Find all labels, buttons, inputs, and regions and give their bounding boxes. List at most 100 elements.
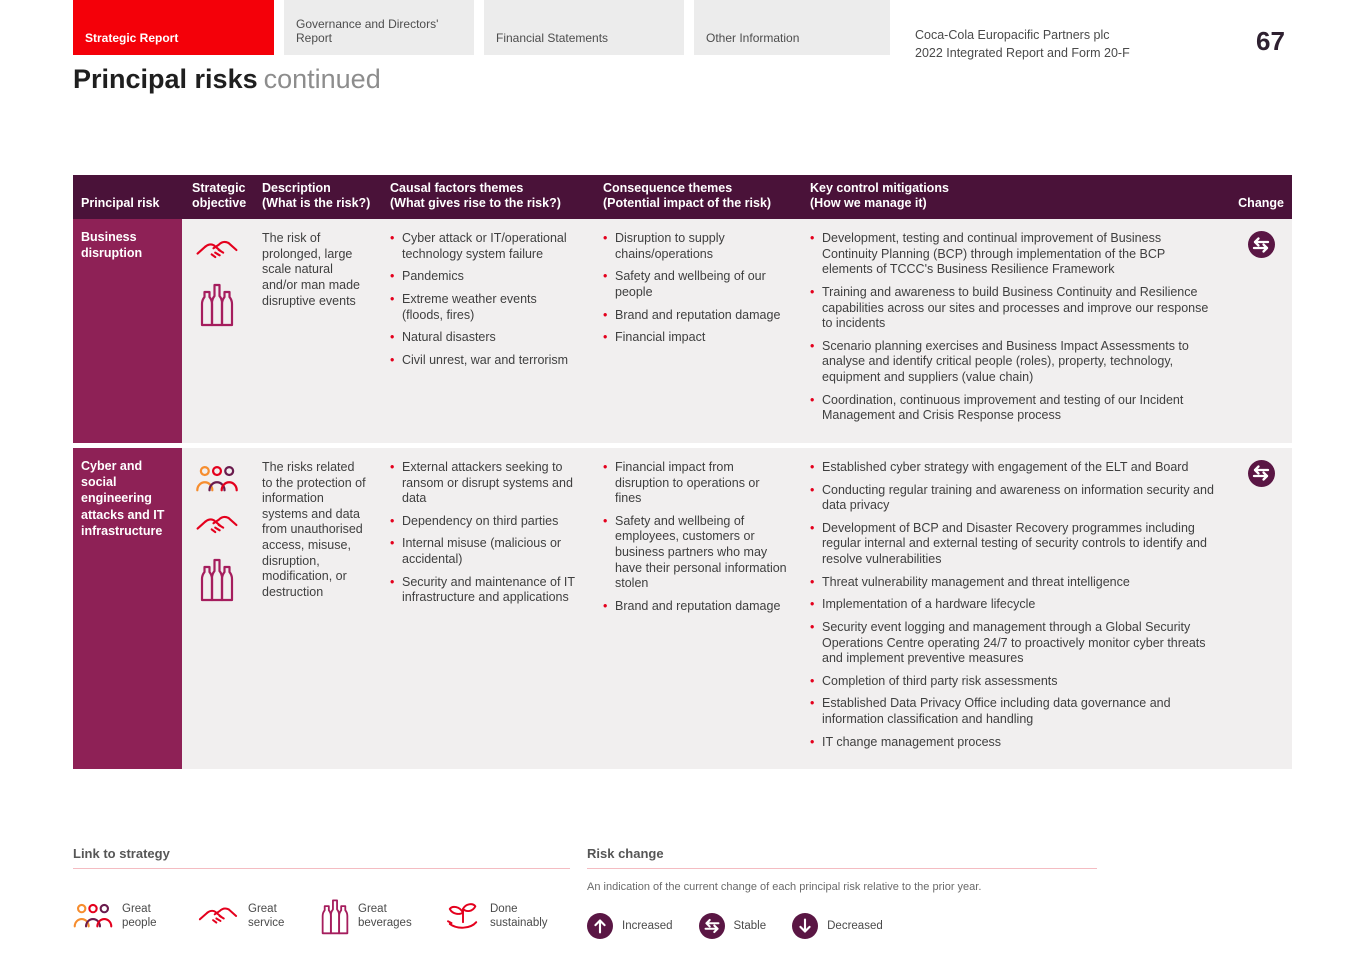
consequences-list: Financial impact from disruption to oper… — [603, 460, 788, 615]
bullet-item: Natural disasters — [390, 330, 581, 346]
bullet-item: Established cyber strategy with engageme… — [810, 460, 1218, 476]
bullet-item: Coordination, continuous improvement and… — [810, 393, 1218, 424]
risk-change-items: Increased Stable Decreased — [587, 913, 1097, 939]
legend-done-sustainably: Done sustainably — [445, 897, 569, 935]
page-title: Principal risks continued — [73, 64, 381, 95]
consequences-list: Disruption to supply chains/operations Sa… — [603, 231, 788, 346]
consequences-cell: Disruption to supply chains/operations Sa… — [593, 219, 800, 443]
legend-decreased: Decreased — [792, 913, 883, 939]
tab-financial-statements[interactable]: Financial Statements — [484, 0, 684, 55]
bullet-item: Financial impact from disruption to oper… — [603, 460, 788, 507]
tab-label: Governance and Directors' Report — [296, 17, 439, 45]
section-tabbar: Strategic Report Governance and Director… — [73, 0, 890, 55]
bullet-item: Security and maintenance of IT infrastru… — [390, 575, 581, 606]
bullet-item: Safety and wellbeing of employees, custo… — [603, 514, 788, 592]
report-brand: Coca-Cola Europacific Partners plc 2022 … — [915, 26, 1130, 62]
bullet-item: Brand and reputation damage — [603, 599, 788, 615]
bullet-item: Implementation of a hardware lifecycle — [810, 597, 1218, 613]
causal-factors-list: Cyber attack or IT/operational technolog… — [390, 231, 581, 368]
bullet-item: Completion of third party risk assessmen… — [810, 674, 1218, 690]
tab-label: Strategic Report — [85, 31, 179, 45]
bullet-item: Cyber attack or IT/operational technolog… — [390, 231, 581, 262]
handshake-icon — [194, 510, 240, 540]
mitigations-list: Established cyber strategy with engageme… — [810, 460, 1218, 750]
strategic-objective-icons — [182, 219, 252, 443]
people-icon — [73, 902, 113, 930]
col-principal-risk: Principal risk — [81, 196, 160, 210]
strategy-legend-items: Great people Great service Great beverag… — [73, 897, 570, 935]
bullet-item: Dependency on third parties — [390, 514, 581, 530]
legend-label: Great service — [248, 902, 285, 929]
risk-description: The risks related to the protection of i… — [262, 459, 366, 599]
col-description: Description (What is the risk?) — [262, 181, 371, 210]
people-icon — [195, 464, 239, 494]
causal-factors-cell: Cyber attack or IT/operational technolog… — [380, 219, 593, 443]
strategic-objective-icons — [182, 448, 252, 769]
causal-factors-list: External attackers seeking to ransom or … — [390, 460, 581, 606]
bullet-item: Development, testing and continual impro… — [810, 231, 1218, 278]
col-change: Change — [1238, 196, 1284, 210]
legend-label: Great beverages — [358, 902, 412, 929]
bullet-item: Established Data Privacy Office includin… — [810, 696, 1218, 727]
bullet-item: Disruption to supply chains/operations — [603, 231, 788, 262]
bullet-item: Threat vulnerability management and thre… — [810, 575, 1218, 591]
col-strategic-objective: Strategic objective — [192, 181, 247, 210]
bullet-item: Development of BCP and Disaster Recovery… — [810, 521, 1218, 568]
principal-risks-table: Principal risk Strategic objective Descri… — [73, 175, 1292, 770]
brand-line1: Coca-Cola Europacific Partners plc — [915, 28, 1110, 42]
legend-label: Great people — [122, 902, 157, 929]
stable-change-icon — [1247, 231, 1275, 258]
table-header-row: Principal risk Strategic objective Descri… — [73, 175, 1292, 219]
legend-label: Increased — [622, 920, 673, 932]
legend-great-service: Great service — [197, 897, 321, 935]
bullet-item: Pandemics — [390, 269, 581, 285]
tab-governance-report[interactable]: Governance and Directors' Report — [284, 0, 474, 55]
bullet-item: Brand and reputation damage — [603, 308, 788, 324]
mitigations-cell: Established cyber strategy with engageme… — [800, 448, 1230, 769]
tab-other-information[interactable]: Other Information — [694, 0, 890, 55]
bullet-item: Conducting regular training and awarenes… — [810, 483, 1218, 514]
risk-change-legend: Risk change An indication of the current… — [587, 846, 1097, 939]
link-to-strategy-legend: Link to strategy Great people Great serv… — [73, 846, 570, 935]
page-number: 67 — [1256, 26, 1285, 56]
mitigations-cell: Development, testing and continual impro… — [800, 219, 1230, 443]
risk-description: The risk of prolonged, large scale natur… — [262, 231, 360, 308]
bullet-item: Safety and wellbeing of our people — [603, 269, 788, 300]
tab-label: Financial Statements — [496, 31, 609, 45]
beverages-icon — [200, 281, 234, 327]
bullet-item: Scenario planning exercises and Business… — [810, 339, 1218, 386]
tab-strategic-report[interactable]: Strategic Report — [73, 0, 274, 55]
bullet-item: Training and awareness to build Business… — [810, 285, 1218, 332]
beverages-icon — [321, 897, 349, 935]
col-consequence-themes: Consequence themes (Potential impact of t… — [603, 181, 772, 210]
strategy-legend-title: Link to strategy — [73, 846, 570, 869]
legend-label: Decreased — [827, 920, 883, 932]
brand-line2: 2022 Integrated Report and Form 20-F — [915, 46, 1130, 61]
col-causal-factors: Causal factors themes (What gives rise to… — [390, 181, 561, 210]
risk-change-note: An indication of the current change of e… — [587, 881, 982, 893]
handshake-icon — [194, 235, 240, 265]
tab-label: Other Information — [706, 31, 800, 45]
legend-stable: Stable — [698, 913, 767, 939]
mitigations-list: Development, testing and continual impro… — [810, 231, 1218, 424]
change-cell — [1230, 448, 1292, 769]
table-row-cyber-attacks: Cyber and social engineering attacks and… — [73, 447, 1292, 770]
risk-change-legend-title: Risk change — [587, 846, 1097, 869]
handshake-icon — [197, 902, 239, 930]
legend-great-beverages: Great beverages — [321, 897, 445, 935]
col-key-control-mitigations: Key control mitigations (How we manage it… — [810, 181, 949, 210]
decreased-icon — [792, 913, 819, 939]
bullet-item: Security event logging and management th… — [810, 620, 1218, 667]
bullet-item: Civil unrest, war and terrorism — [390, 353, 581, 369]
page-title-main: Principal risks — [73, 64, 258, 94]
stable-icon — [698, 913, 725, 939]
legend-label: Done sustainably — [490, 902, 548, 929]
bullet-item: IT change management process — [810, 735, 1218, 751]
consequences-cell: Financial impact from disruption to oper… — [593, 448, 800, 769]
legend-great-people: Great people — [73, 897, 197, 935]
table-row-business-disruption: Business disruption The risk of prolonge… — [73, 219, 1292, 443]
beverages-icon — [200, 556, 234, 602]
legend-label: Stable — [733, 920, 767, 932]
change-cell — [1230, 219, 1292, 443]
